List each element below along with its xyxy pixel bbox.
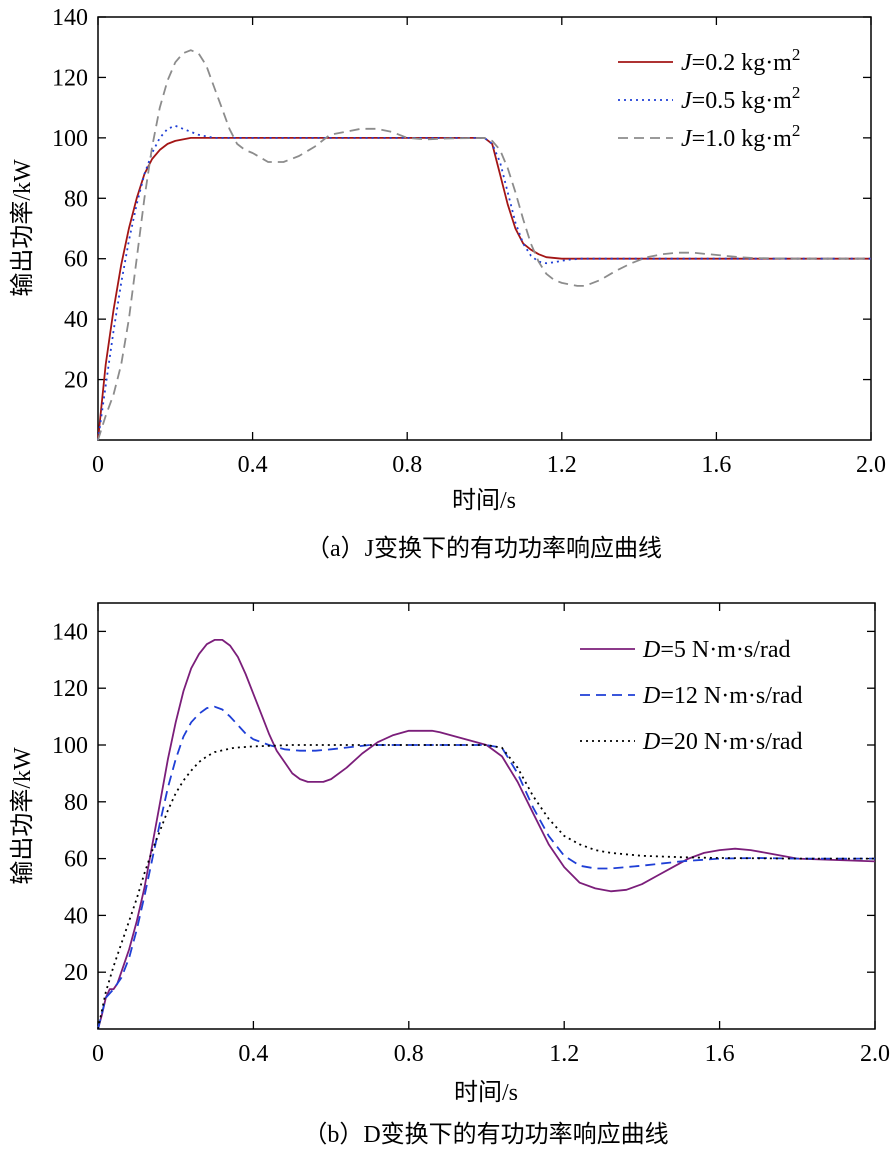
legend-label: D=20 N·m·s/rad: [642, 729, 803, 755]
panel-a: 0 0.4 0.8 1.2 1.6 2.0 20 40 60 80 100 120 140 J=0.2 …: [9, 5, 886, 562]
x-tick-label: 0.8: [392, 452, 422, 478]
y-tick-label: 100: [52, 126, 88, 152]
legend-b: D=5 N·m·s/rad D=12 N·m·s/rad D=20 N·m·s/ra…: [580, 637, 803, 755]
legend-label: J=0.2 kg·m2: [681, 45, 800, 76]
x-tick-label: 2.0: [856, 452, 886, 478]
x-tick-label: 0.4: [238, 1041, 268, 1067]
series-line-3: [97, 744, 875, 1030]
plot-frame-b: [97, 602, 876, 1030]
x-tick-label: 1.2: [549, 1041, 579, 1067]
y-tick-label: 80: [64, 790, 88, 816]
plot-frame-a: [97, 16, 872, 441]
y-axis-label-b: 输出功率/kW: [9, 747, 36, 885]
x-tick-label: 1.6: [701, 452, 731, 478]
x-tick-label: 0: [92, 1041, 104, 1067]
x-axis-label-b: 时间/s: [454, 1079, 518, 1106]
y-tick-label: 60: [64, 247, 88, 273]
x-tick-label: 1.2: [547, 452, 577, 478]
x-tick-label: 0.8: [394, 1041, 424, 1067]
panel-b: 0 0.4 0.8 1.2 1.6 2.0 20 40 60 80 100 120 140 D=5 N·…: [9, 602, 890, 1148]
y-tick-label: 140: [52, 619, 88, 645]
y-tick-label: 120: [52, 65, 88, 91]
y-tick-label: 120: [52, 676, 88, 702]
series-line-1: [97, 137, 871, 441]
series-line-1: [97, 639, 876, 1030]
y-tick-label: 80: [64, 186, 88, 212]
y-tick-label: 20: [64, 368, 88, 394]
x-tick-label: 0: [92, 452, 104, 478]
x-axis-label-a: 时间/s: [452, 487, 516, 514]
x-tick-label: 2.0: [860, 1041, 890, 1067]
x-tick-label: 1.6: [705, 1041, 735, 1067]
series-line-3: [97, 49, 871, 441]
y-tick-label: 40: [64, 903, 88, 929]
legend-a: J=0.2 kg·m2 J=0.5 kg·m2 J=1.0 kg·m2: [618, 45, 800, 152]
caption-b: （b）D变换下的有功功率响应曲线: [303, 1121, 668, 1148]
y-tick-label: 20: [64, 960, 88, 986]
y-tick-label: 60: [64, 847, 88, 873]
legend-label: J=0.5 kg·m2: [681, 83, 800, 114]
y-axis-label-a: 输出功率/kW: [9, 159, 36, 297]
y-tick-label: 140: [52, 5, 88, 31]
y-tick-label: 100: [52, 733, 88, 759]
x-tick-label: 0.4: [238, 452, 268, 478]
y-tick-label: 40: [64, 307, 88, 333]
legend-label: D=5 N·m·s/rad: [642, 637, 791, 663]
legend-label: D=12 N·m·s/rad: [642, 683, 803, 709]
legend-label: J=1.0 kg·m2: [681, 121, 800, 152]
series-line-2: [97, 124, 871, 441]
caption-a: （a）J变换下的有功功率响应曲线: [306, 535, 662, 562]
series-line-2: [97, 705, 875, 1030]
